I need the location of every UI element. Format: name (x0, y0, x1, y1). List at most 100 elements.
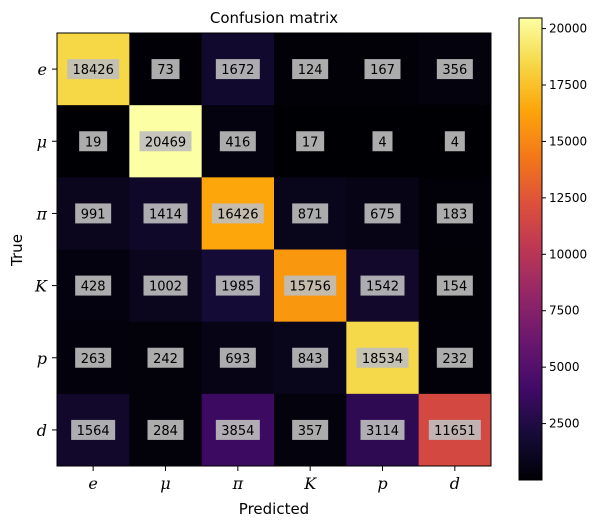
cell-label-background (211, 203, 264, 224)
cell-label-background (444, 131, 465, 152)
cell-value-label: 416 (225, 135, 250, 150)
cell-value-label: 428 (81, 280, 106, 295)
y-tick-label: π (35, 204, 47, 223)
cell-label-background (215, 275, 260, 296)
cell-value-label: 18426 (72, 63, 113, 78)
cell-value-label: 1985 (221, 280, 254, 295)
cell-value-label: 871 (298, 207, 323, 222)
cell-value-label: 357 (298, 424, 323, 439)
cell-label-background (292, 419, 329, 440)
cell-label-background (75, 347, 112, 368)
cell-value-label: 1542 (366, 280, 399, 295)
cell-value-label: 16426 (217, 207, 258, 222)
colorbar-tick-label: 7500 (549, 304, 580, 318)
cell-value-label: 1002 (149, 280, 182, 295)
cell-value-label: 3854 (221, 424, 254, 439)
cell-value-label: 232 (442, 352, 467, 367)
colorbar-tick-label: 10000 (549, 247, 587, 261)
cell-label-background (139, 131, 192, 152)
cell-value-label: 1564 (77, 424, 110, 439)
cell-label-background (219, 131, 256, 152)
cell-value-label: 167 (370, 63, 395, 78)
cell-label-background (436, 203, 473, 224)
x-tick-label: e (88, 474, 97, 493)
cell-label-background (147, 347, 184, 368)
cell-label-background (151, 59, 180, 80)
cell-label-background (436, 347, 473, 368)
cell-label-background (284, 275, 337, 296)
cell-value-label: 17 (302, 135, 319, 150)
cell-label-background (436, 275, 473, 296)
cell-label-background (360, 419, 405, 440)
colorbar-tick-label: 17500 (549, 78, 587, 92)
colorbar-ticks: 2500 5000 7500 10000 12500 15000 17500 20000 (542, 22, 587, 431)
cell-value-label: 242 (153, 352, 178, 367)
colorbar-tick-label: 5000 (549, 360, 580, 374)
cell-label-background (292, 59, 329, 80)
cell-value-label: 1414 (149, 207, 182, 222)
cell-label-background (360, 275, 405, 296)
cell-value-label: 19 (85, 135, 102, 150)
colorbar-tick-label: 15000 (549, 134, 587, 148)
cell-label-background (75, 275, 112, 296)
y-tick-label: μ (37, 132, 47, 151)
cell-value-label: 3114 (366, 424, 399, 439)
y-axis-ticks: e μ π Kp d (34, 60, 57, 440)
cell-label-background (143, 275, 188, 296)
cell-value-label: 284 (153, 424, 178, 439)
cell-label-background (436, 59, 473, 80)
cell-label-background (215, 419, 260, 440)
chart-title: Confusion matrix (210, 9, 338, 27)
cell-label-background (364, 59, 401, 80)
cell-value-label: 356 (442, 63, 467, 78)
cell-label-background (372, 131, 393, 152)
cell-value-label: 20469 (145, 135, 186, 150)
x-tick-label: K (303, 474, 317, 493)
cell-value-label: 4 (451, 135, 459, 150)
cell-label-background (71, 419, 116, 440)
cell-value-label: 263 (81, 352, 106, 367)
y-tick-label: d (37, 421, 47, 440)
x-axis-label: Predicted (239, 500, 309, 518)
colorbar-tick-label: 2500 (549, 417, 580, 431)
cell-value-label: 693 (225, 352, 250, 367)
y-tick-label: K (34, 277, 48, 296)
cell-label-background (79, 131, 108, 152)
cell-label-background (356, 347, 409, 368)
x-tick-label: π (232, 474, 244, 493)
cell-label-background (296, 131, 325, 152)
cell-value-label: 183 (442, 207, 467, 222)
colorbar (518, 17, 543, 481)
cell-value-label: 154 (442, 280, 467, 295)
cell-label-background (147, 419, 184, 440)
cell-label-background (292, 203, 329, 224)
cell-value-label: 1672 (221, 63, 254, 78)
cell-value-label: 4 (378, 135, 386, 150)
cell-label-background (67, 59, 120, 80)
cell-label-background (364, 203, 401, 224)
cell-label-background (143, 203, 188, 224)
heatmap-cell-labels: 18426 73 1672 124 167 356 19 20469 416 17 4 4 991 141… (67, 59, 481, 440)
heatmap-cells (57, 33, 492, 467)
x-tick-label: d (450, 474, 460, 493)
cell-label-background (75, 203, 112, 224)
y-tick-label: e (38, 60, 47, 79)
y-axis-label: True (8, 234, 26, 267)
cell-label-background (292, 347, 329, 368)
y-tick-label: p (37, 349, 47, 368)
cell-value-label: 675 (370, 207, 395, 222)
colorbar-tick-label: 20000 (549, 22, 587, 36)
cell-label-background (215, 59, 260, 80)
cell-value-label: 11651 (434, 424, 475, 439)
cell-label-background (428, 419, 481, 440)
x-tick-label: p (377, 474, 387, 493)
cell-value-label: 18534 (362, 352, 403, 367)
cell-label-background (219, 347, 256, 368)
cell-value-label: 15756 (289, 280, 330, 295)
plot-frame (56, 32, 492, 467)
x-tick-label: μ (160, 474, 170, 493)
cell-value-label: 991 (81, 207, 106, 222)
cell-value-label: 843 (298, 352, 323, 367)
